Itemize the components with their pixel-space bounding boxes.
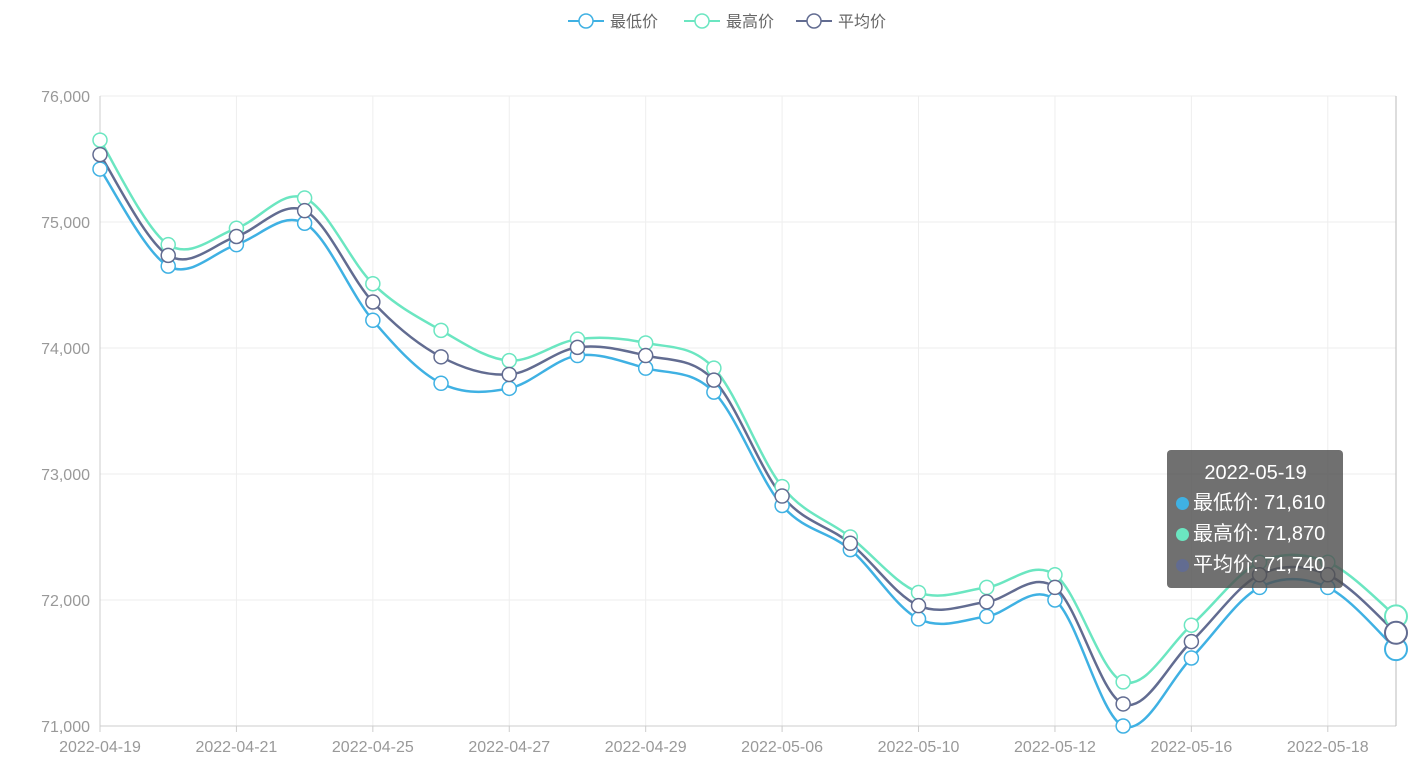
x-tick-label: 2022-04-25	[332, 739, 414, 756]
data-point-avg[interactable]	[501, 366, 518, 383]
series-line-avg	[98, 153, 1397, 707]
data-point-avg[interactable]	[365, 294, 381, 310]
y-tick-label: 71,000	[41, 719, 90, 736]
data-point-high[interactable]	[1115, 674, 1131, 690]
data-point-low[interactable]	[433, 375, 449, 392]
data-point-avg[interactable]	[1047, 579, 1063, 596]
data-point-high[interactable]	[433, 322, 449, 339]
legend-item-high[interactable]: 最高价	[684, 13, 774, 31]
legend-item-avg[interactable]: 平均价	[796, 13, 886, 31]
x-tick-label: 2022-04-21	[195, 739, 277, 756]
data-point-low[interactable]	[978, 608, 995, 625]
data-point-high[interactable]	[92, 132, 108, 148]
legend-label-low: 最低价	[610, 13, 658, 31]
legend-marker-high	[694, 13, 710, 29]
y-tick-label: 74,000	[41, 341, 90, 358]
legend-label-avg: 平均价	[838, 13, 886, 31]
tooltip-row-high: 最高价: 71,870	[1176, 519, 1335, 550]
data-point-low[interactable]	[910, 611, 927, 627]
data-point-high[interactable]	[365, 275, 381, 292]
y-tick-label: 75,000	[41, 215, 90, 232]
legend-marker-low	[578, 13, 594, 29]
data-point-avg[interactable]	[569, 339, 586, 356]
series-points	[92, 132, 1408, 734]
data-point-avg[interactable]	[1384, 620, 1408, 645]
data-point-avg[interactable]	[774, 488, 790, 504]
x-tick-label: 2022-04-19	[59, 739, 141, 756]
data-point-low[interactable]	[1183, 650, 1200, 666]
data-point-avg[interactable]	[842, 535, 859, 552]
legend-item-low[interactable]: 最低价	[568, 13, 658, 31]
x-tick-label: 2022-05-06	[741, 739, 823, 756]
tooltip: 2022-05-19 最低价: 71,610 最高价: 71,870 平均价: …	[1167, 450, 1343, 588]
data-point-avg[interactable]	[978, 594, 995, 610]
data-point-avg[interactable]	[1183, 633, 1200, 650]
data-point-avg[interactable]	[1115, 696, 1131, 712]
tooltip-label-avg: 平均价: 71,740	[1193, 554, 1326, 576]
x-tick-label: 2022-04-29	[605, 739, 687, 756]
tooltip-dot-high	[1176, 528, 1189, 541]
x-tick-label: 2022-04-27	[468, 739, 550, 756]
x-tick-label: 2022-05-10	[878, 739, 960, 756]
data-point-high[interactable]	[910, 584, 927, 601]
data-point-avg[interactable]	[228, 228, 245, 245]
data-point-high[interactable]	[978, 579, 995, 596]
series-line-low	[98, 168, 1397, 729]
tooltip-label-low: 最低价: 71,610	[1193, 492, 1326, 514]
data-point-avg[interactable]	[637, 347, 654, 364]
data-point-low[interactable]	[501, 380, 518, 397]
legend: 最低价 最高价 平均价	[568, 13, 886, 31]
y-tick-label: 76,000	[41, 89, 90, 106]
legend-marker-avg	[806, 13, 822, 29]
data-point-low[interactable]	[365, 312, 381, 329]
tooltip-dot-low	[1176, 497, 1189, 510]
data-point-avg[interactable]	[910, 597, 927, 614]
tooltip-label-high: 最高价: 71,870	[1193, 523, 1326, 545]
data-point-low[interactable]	[1115, 718, 1131, 734]
grid	[100, 95, 1396, 727]
data-point-avg[interactable]	[296, 202, 313, 219]
x-tick-label: 2022-05-12	[1014, 739, 1096, 756]
legend-label-high: 最高价	[726, 13, 774, 31]
data-point-high[interactable]	[501, 352, 518, 369]
x-tick-label: 2022-05-18	[1287, 739, 1369, 756]
tooltip-title: 2022-05-19	[1204, 462, 1307, 484]
series-lines	[98, 139, 1397, 729]
tooltip-row-low: 最低价: 71,610	[1176, 488, 1335, 519]
data-point-low[interactable]	[92, 161, 108, 177]
data-point-avg[interactable]	[160, 247, 176, 264]
y-tick-label: 73,000	[41, 467, 90, 484]
data-point-avg[interactable]	[92, 146, 108, 163]
data-point-avg[interactable]	[433, 349, 449, 365]
tooltip-row-avg: 平均价: 71,740	[1176, 550, 1335, 581]
data-point-high[interactable]	[1183, 617, 1200, 633]
data-point-avg[interactable]	[706, 372, 722, 388]
x-tick-label: 2022-05-16	[1150, 739, 1232, 756]
y-tick-label: 72,000	[41, 593, 90, 610]
tooltip-dot-avg	[1176, 559, 1189, 572]
axes: 71,000 72,000 73,000 74,000 75,000 76,000 2022…	[41, 89, 1397, 756]
